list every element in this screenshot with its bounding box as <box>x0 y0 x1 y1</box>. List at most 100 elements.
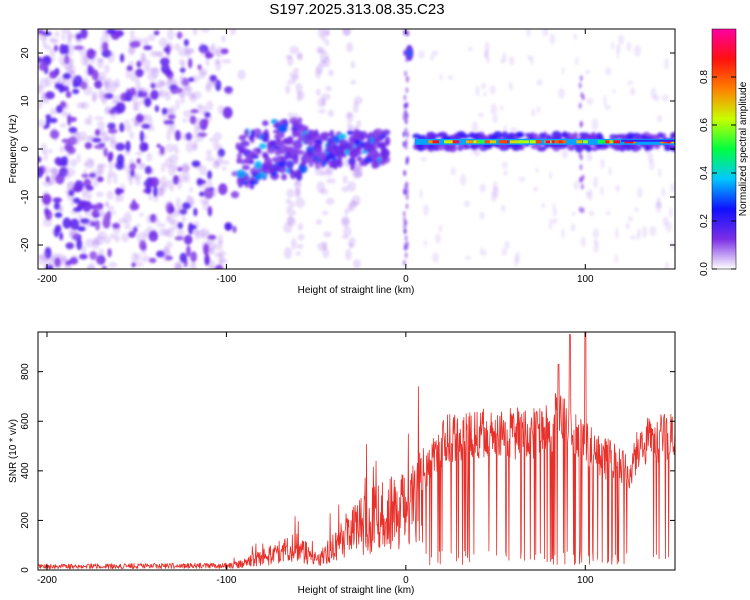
spectrogram-cell <box>503 169 508 176</box>
spectrogram-cell <box>163 63 168 69</box>
spectrogram-cell <box>131 198 137 210</box>
spectrogram-cell <box>581 132 585 139</box>
spectrogram-cell <box>107 51 115 56</box>
spectrogram-cell <box>60 156 68 167</box>
spectrogram-cell <box>141 58 151 69</box>
spectrogram-cell <box>100 91 108 102</box>
spectrogram-cell <box>533 133 539 141</box>
spectrogram-cell <box>297 223 304 231</box>
spectrogram-cell <box>526 29 531 37</box>
spectrogram-cell <box>613 145 621 151</box>
spectrogram-cell <box>142 37 149 47</box>
spectrogram-y-tick-label: 0 <box>20 146 31 152</box>
spectrogram-cell <box>61 29 71 35</box>
spectrogram-cell <box>185 140 194 153</box>
spectrogram-cell <box>403 244 407 251</box>
spectrogram-cell <box>591 118 599 131</box>
colorbar-tick-label: 0.6 <box>699 118 710 132</box>
spectrogram-cell <box>490 103 498 115</box>
spectrogram-x-tick-label: 100 <box>577 274 594 285</box>
spectrogram-cell <box>180 95 185 105</box>
spectrogram-cell <box>84 59 90 68</box>
spectrogram-cell <box>109 106 117 119</box>
spectrogram-cell <box>315 88 321 96</box>
spectrogram-cell <box>68 231 79 240</box>
spectrogram-cell <box>612 89 616 94</box>
spectrogram-cell <box>61 34 66 41</box>
spectrogram-cell <box>48 57 56 62</box>
spectrogram-cell <box>670 182 675 194</box>
spectrogram-cell <box>130 169 135 177</box>
spectrogram-cell <box>348 237 356 248</box>
spectrogram-cell <box>105 201 110 208</box>
spectrogram-cell <box>538 132 546 139</box>
snr-frame <box>37 331 676 571</box>
spectrogram-cell <box>406 75 409 82</box>
spectrogram-cell <box>137 162 146 170</box>
spectrogram-cell <box>159 57 170 66</box>
snr-x-tick-label: -100 <box>216 575 236 586</box>
spectrogram-cell <box>282 137 292 144</box>
spectrogram-cell <box>325 39 330 46</box>
spectrogram-cell <box>347 181 356 192</box>
spectrogram-cell <box>38 56 43 64</box>
carrier-segment <box>428 140 435 144</box>
spectrogram-cell <box>107 169 115 178</box>
spectrogram-cell <box>168 205 175 214</box>
spectrogram-cell <box>218 183 228 195</box>
spectrogram-cell <box>73 197 81 204</box>
spectrogram-cell <box>403 115 407 122</box>
spectrogram-cell <box>516 133 523 138</box>
spectrogram-cell <box>308 139 314 148</box>
spectrogram-cell <box>65 90 72 99</box>
spectrogram-cell <box>404 252 408 259</box>
spectrogram-cell <box>238 134 247 141</box>
spectrogram-cell <box>106 210 112 219</box>
spectrogram-cell <box>68 126 78 134</box>
spectrogram-cell <box>205 83 212 93</box>
spectrogram-cell <box>272 123 281 128</box>
spectrogram-cell <box>183 38 189 47</box>
spectrogram-cell <box>94 219 101 231</box>
spectrogram-cell <box>212 139 220 151</box>
spectrogram-y-axis-label: Frequency (Hz) <box>8 115 19 184</box>
spectrogram-cell <box>342 175 348 184</box>
snr-plot-area <box>38 332 675 570</box>
spectrogram-cell <box>109 140 119 149</box>
spectrogram-cell <box>91 90 98 102</box>
spectrogram-cell <box>44 207 50 216</box>
spectrogram-cell <box>173 261 183 269</box>
spectrogram-cell <box>531 108 536 117</box>
spectrogram-cell <box>341 234 349 239</box>
spectrogram-cell <box>166 230 174 239</box>
spectrogram-cell <box>164 92 172 102</box>
spectrogram-cell <box>375 136 384 142</box>
spectrogram-cell <box>589 210 595 217</box>
spectrogram-cell <box>350 79 357 85</box>
spectrogram-cell <box>610 41 615 50</box>
spectrogram-cell <box>561 67 565 75</box>
spectrogram-cell <box>74 136 80 146</box>
spectrogram-cell <box>124 223 131 230</box>
spectrogram-cell <box>47 148 53 154</box>
spectrogram-cell <box>317 97 326 108</box>
spectrogram-cell <box>329 160 339 169</box>
spectrogram-cell <box>213 132 223 141</box>
spectrogram-cell <box>262 132 270 143</box>
spectrogram-cell <box>404 127 408 134</box>
spectrogram-cell <box>183 46 189 51</box>
spectrogram-cell <box>508 81 513 91</box>
spectrogram-cell <box>96 58 105 63</box>
spectrogram-cell <box>134 253 142 261</box>
spectrogram-cell <box>317 242 327 252</box>
spectrogram-cell <box>337 159 343 168</box>
spectrogram-cell <box>222 166 227 172</box>
colorbar-tick-label: 0.0 <box>699 262 710 276</box>
spectrogram-cell <box>38 62 49 71</box>
spectrogram-cell <box>298 117 303 124</box>
spectrogram-cell <box>124 123 132 133</box>
spectrogram-cell <box>185 134 195 141</box>
spectrogram-cell <box>581 94 585 101</box>
spectrogram-cell <box>536 106 541 114</box>
spectrogram-cell <box>250 152 255 157</box>
